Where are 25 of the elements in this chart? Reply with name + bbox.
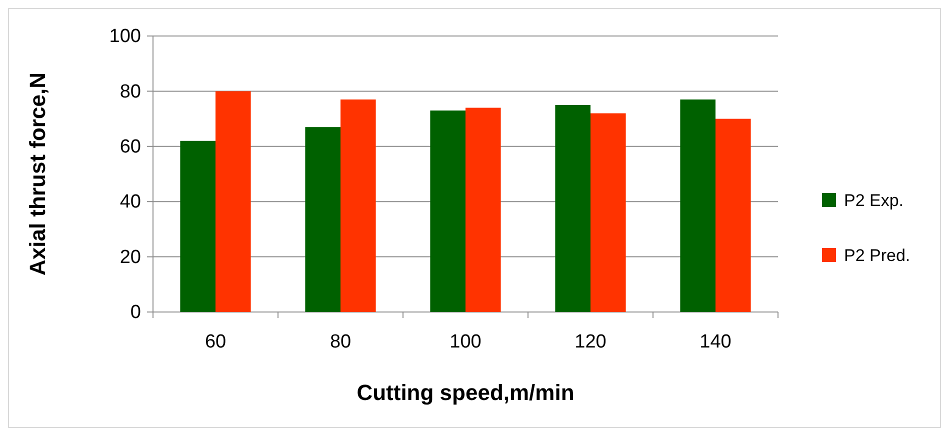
y-tick-label: 60 [120, 136, 141, 158]
legend-label: P2 Exp. [844, 191, 904, 210]
y-axis-title: Axial thrust force,N [25, 72, 50, 276]
y-tick-label: 40 [120, 192, 141, 213]
bar [466, 108, 501, 312]
x-tick-label: 100 [450, 331, 482, 352]
y-tick-label: 100 [109, 26, 141, 48]
x-tick-label: 120 [574, 331, 606, 352]
y-tick-label: 80 [120, 81, 141, 102]
x-tick-label: 80 [330, 331, 352, 352]
bar [430, 110, 466, 312]
bar [340, 99, 376, 312]
bar [180, 140, 216, 312]
bar [590, 113, 626, 312]
bar [555, 105, 590, 312]
y-tick-label: 0 [130, 302, 141, 324]
bar [216, 91, 251, 312]
x-tick-label: 60 [204, 331, 226, 352]
bar [305, 127, 340, 312]
bar [716, 118, 751, 312]
y-tick-label: 20 [120, 246, 141, 268]
legend-label: P2 Pred. [844, 246, 910, 265]
x-tick-label: 140 [700, 331, 732, 352]
bar [680, 99, 716, 312]
x-axis-title: Cutting speed,m/min [356, 380, 574, 405]
